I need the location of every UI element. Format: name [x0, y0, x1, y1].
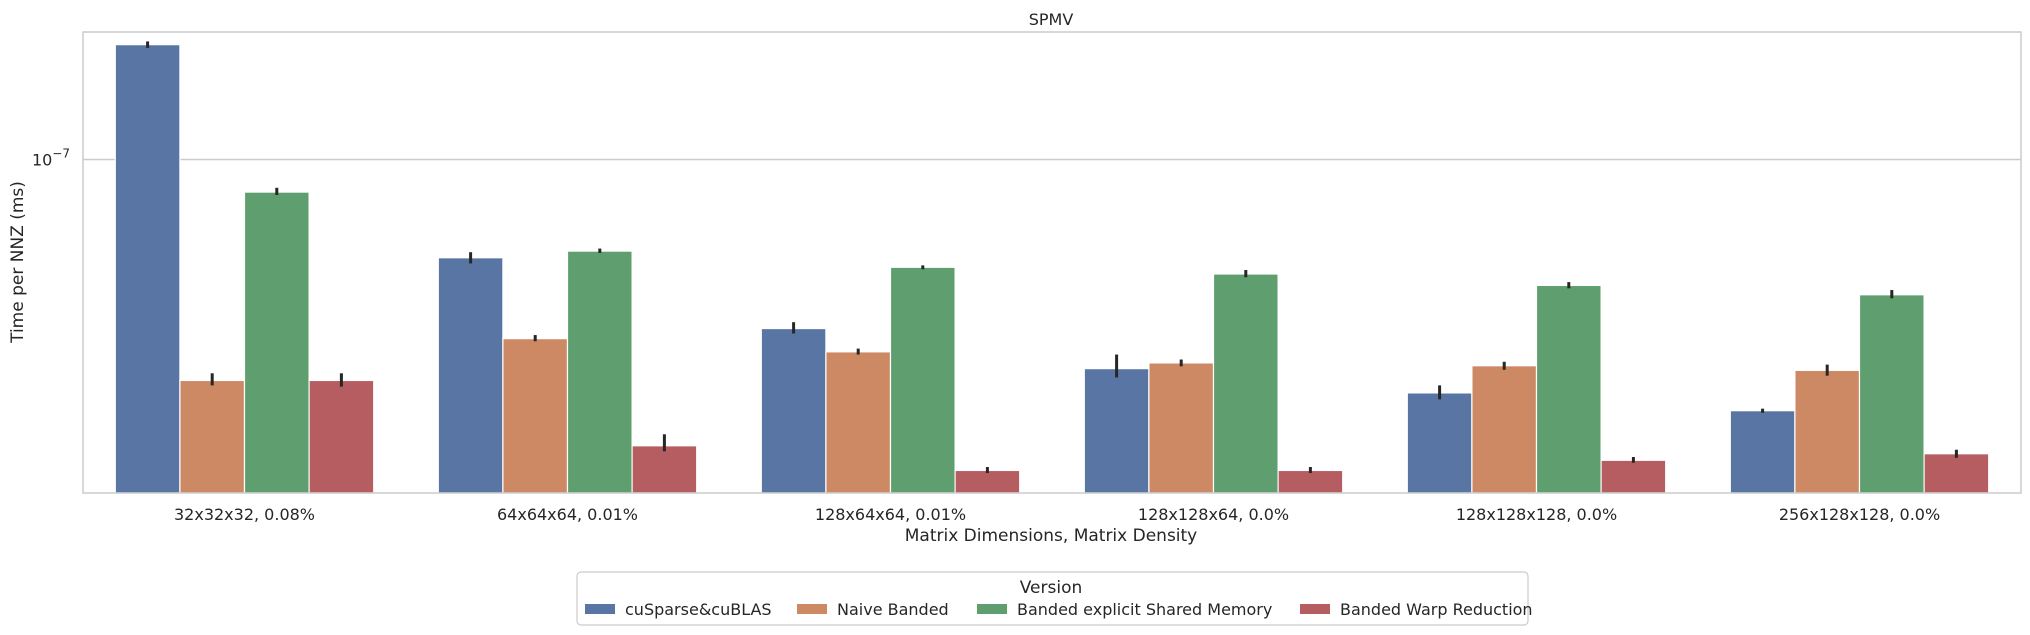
bar [243, 191, 310, 494]
legend-swatch [797, 604, 827, 614]
bar [1858, 294, 1925, 494]
y-tick-labels: 10−7 [32, 147, 70, 170]
bar [1923, 453, 1990, 494]
bar [114, 44, 181, 494]
bar [889, 266, 956, 494]
bar [1794, 369, 1861, 494]
x-tick-label: 256x128x128, 0.0% [1779, 505, 1940, 524]
bar [1535, 284, 1602, 494]
bar [179, 379, 246, 494]
x-tick-labels: 32x32x32, 0.08% 64x64x64, 0.01% 128x64x64,… [174, 505, 1940, 524]
y-tick-label: 10−7 [32, 147, 70, 170]
legend-title: Version [1020, 578, 1083, 598]
bar [437, 257, 504, 494]
plot-frame [82, 31, 2022, 494]
legend-label: Banded explicit Shared Memory [1017, 600, 1272, 619]
bar [760, 327, 827, 494]
bar [631, 445, 698, 494]
legend: Version cuSparse&cuBLAS Naive Banded Bande… [576, 571, 1533, 626]
legend-label: Naive Banded [837, 600, 949, 619]
bar [1600, 459, 1667, 494]
bar [566, 250, 633, 494]
x-axis-label: Matrix Dimensions, Matrix Density [905, 526, 1198, 546]
legend-label: cuSparse&cuBLAS [625, 600, 772, 619]
x-tick-label: 64x64x64, 0.01% [497, 505, 638, 524]
bar [825, 351, 892, 494]
legend-swatch [585, 604, 615, 614]
bar [1148, 362, 1215, 494]
bar [1406, 392, 1473, 494]
errorbars-layer [146, 41, 1958, 474]
y-axis-label: Time per NNZ (ms) [8, 181, 28, 344]
bar [308, 379, 375, 494]
legend-swatch [1300, 604, 1330, 614]
bars-layer [114, 44, 1990, 494]
bar [1212, 273, 1279, 494]
bar [1277, 469, 1344, 494]
y-tick-exponent: −7 [52, 147, 70, 161]
chart-title: SPMV [1029, 10, 1074, 29]
legend-swatch [977, 604, 1007, 614]
bar [1729, 410, 1796, 494]
x-tick-label: 128x128x128, 0.0% [1456, 505, 1617, 524]
x-tick-label: 128x128x64, 0.0% [1138, 505, 1289, 524]
bar [1471, 365, 1538, 494]
bar [1083, 368, 1150, 494]
bar [502, 338, 569, 494]
bar [954, 469, 1021, 494]
legend-label: Banded Warp Reduction [1340, 600, 1533, 619]
x-tick-label: 128x64x64, 0.01% [815, 505, 966, 524]
x-tick-label: 32x32x32, 0.08% [174, 505, 315, 524]
